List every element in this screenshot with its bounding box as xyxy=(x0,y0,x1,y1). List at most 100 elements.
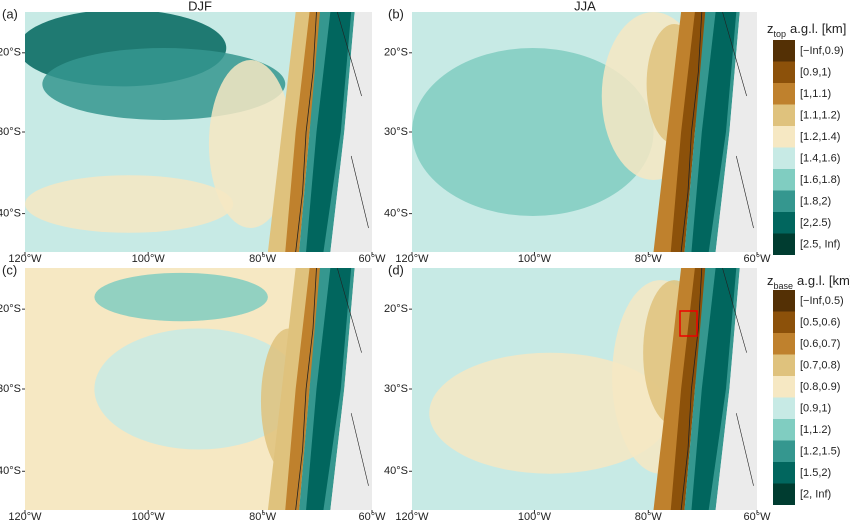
legend-label: [1.2,1.5) xyxy=(800,445,840,457)
coastline xyxy=(680,12,703,252)
coastal-band xyxy=(670,12,709,252)
y-tick-label: 30°S xyxy=(0,383,21,395)
highlight-box xyxy=(679,310,698,337)
y-tick-label: 20°S xyxy=(384,47,408,59)
legend-swatch xyxy=(773,104,795,126)
y-tick-label: 40°S xyxy=(384,208,408,220)
map-panel xyxy=(412,268,757,510)
field-patch xyxy=(94,328,303,450)
border xyxy=(722,268,754,486)
legend-swatch xyxy=(773,233,795,255)
x-tick-label: 80°W xyxy=(249,511,277,521)
legend-label: [0.6,0.7) xyxy=(800,338,840,350)
panel-label: (b) xyxy=(388,6,404,21)
legend-swatch xyxy=(773,290,795,312)
field-patch xyxy=(429,352,671,474)
border xyxy=(337,268,369,486)
legend-label: [0.9,1) xyxy=(800,402,831,414)
x-tick-label: 80°W xyxy=(635,511,663,521)
map xyxy=(25,12,372,252)
column-title: DJF xyxy=(188,0,212,13)
x-tick-label: 100°W xyxy=(132,253,166,265)
column-title: JJA xyxy=(574,0,596,13)
x-tick-label: 60°W xyxy=(743,253,771,265)
legend-label: [1,1.2) xyxy=(800,424,831,436)
title-symbol: z xyxy=(767,21,774,36)
map xyxy=(25,268,372,510)
legend-title: zbase a.g.l. [km] xyxy=(767,273,850,291)
legend-label: [1.5,2) xyxy=(800,467,831,479)
field-patch xyxy=(208,60,293,228)
x-tick-label: 60°W xyxy=(743,511,771,521)
y-tick-label: 30°S xyxy=(0,126,21,138)
legend-label: [2.5, Inf) xyxy=(800,238,840,250)
legend-label: [1.6,1.8) xyxy=(800,174,840,186)
x-tick-label: 120°W xyxy=(395,511,429,521)
coastal-band xyxy=(670,268,709,510)
legend-swatch xyxy=(773,419,795,441)
legend-swatch xyxy=(773,169,795,191)
field-patch xyxy=(25,175,234,233)
coastal-band xyxy=(285,12,324,252)
legend-swatch xyxy=(773,333,795,355)
legend-label: [0.9,1) xyxy=(800,66,831,78)
map-panel xyxy=(412,12,757,252)
legend-label: [−Inf,0.5) xyxy=(800,295,844,307)
legend-swatch xyxy=(773,311,795,333)
y-tick-label: 20°S xyxy=(0,47,21,59)
x-tick-label: 100°W xyxy=(132,511,166,521)
andes-band xyxy=(691,12,737,252)
legend-label: [1.1,1.2) xyxy=(800,109,840,121)
title-sub: base xyxy=(774,281,794,291)
land xyxy=(330,268,372,510)
legend-label: [1,1.1) xyxy=(800,88,831,100)
legend-label: [0.8,0.9) xyxy=(800,381,840,393)
legend-swatch xyxy=(773,354,795,376)
legend-label: [1.8,2) xyxy=(800,195,831,207)
legend-label: [2, Inf) xyxy=(800,488,831,500)
y-tick-label: 30°S xyxy=(384,383,408,395)
land xyxy=(715,268,757,510)
field-patch xyxy=(94,272,268,322)
x-tick-label: 120°W xyxy=(395,253,429,265)
legend-swatch xyxy=(773,483,795,505)
x-tick-label: 120°W xyxy=(8,511,42,521)
x-tick-label: 60°W xyxy=(358,253,386,265)
title-rest: a.g.l. [km] xyxy=(790,21,846,36)
y-tick-label: 40°S xyxy=(384,465,408,477)
border xyxy=(722,12,754,229)
x-tick-label: 100°W xyxy=(518,511,552,521)
field-patch xyxy=(412,48,654,216)
andes-band xyxy=(306,12,352,252)
x-tick-label: 60°W xyxy=(358,511,386,521)
x-tick-label: 80°W xyxy=(249,253,277,265)
legend-label: [1.4,1.6) xyxy=(800,152,840,164)
legend-swatch xyxy=(773,397,795,419)
legend-swatch xyxy=(773,212,795,234)
legend-swatch xyxy=(773,147,795,169)
andes-band xyxy=(306,268,352,510)
title-symbol: z xyxy=(767,273,774,288)
panel-label: (a) xyxy=(2,6,18,21)
panel-label: (c) xyxy=(2,262,17,277)
coastline xyxy=(295,268,317,510)
legend-label: [0.5,0.6) xyxy=(800,316,840,328)
border xyxy=(337,12,369,229)
legend-label: [−Inf,0.9) xyxy=(800,45,844,57)
legend-swatch xyxy=(773,376,795,398)
legend-swatch xyxy=(773,126,795,148)
y-tick-label: 40°S xyxy=(0,208,21,220)
y-tick-label: 30°S xyxy=(384,126,408,138)
coastline xyxy=(680,268,703,510)
coastline xyxy=(295,12,317,252)
x-tick-label: 100°W xyxy=(518,253,552,265)
legend-swatch xyxy=(773,440,795,462)
panel-label: (d) xyxy=(388,262,404,277)
land xyxy=(330,12,372,252)
map-panel xyxy=(25,268,372,510)
y-tick-label: 20°S xyxy=(0,303,21,315)
legend-swatch xyxy=(773,462,795,484)
legend-label: [1.2,1.4) xyxy=(800,131,840,143)
legend-swatch xyxy=(773,190,795,212)
